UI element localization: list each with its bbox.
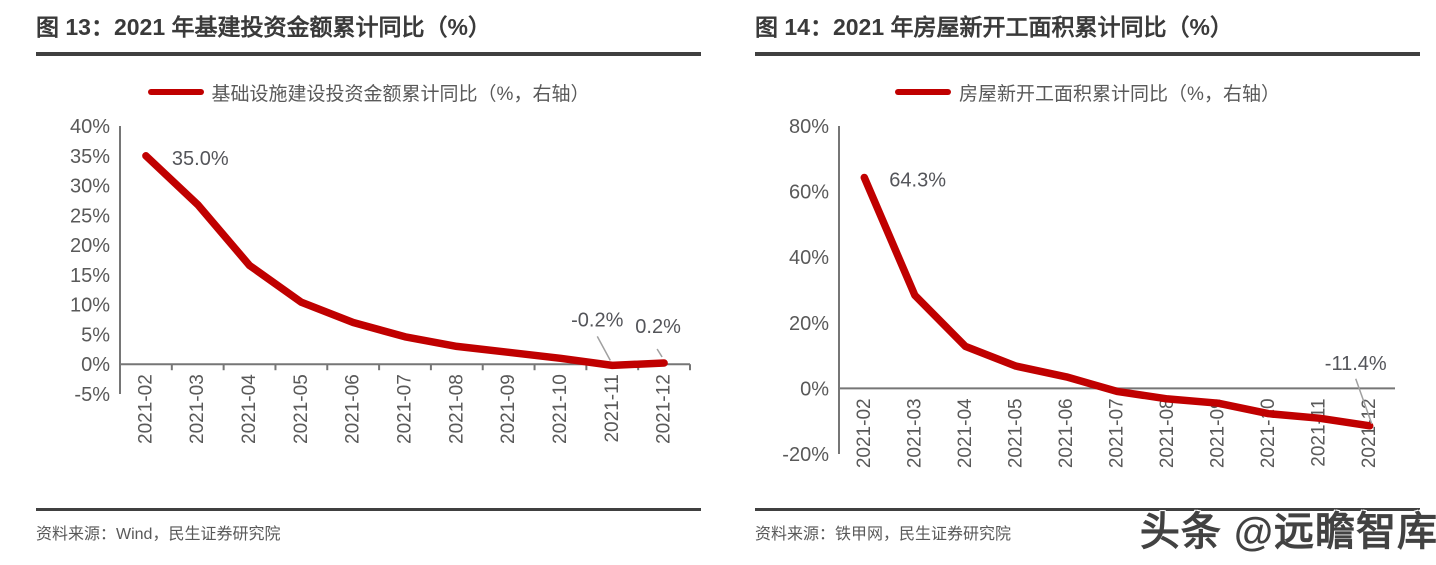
figure-13-source-rule — [36, 508, 701, 511]
y-axis-tick-label: 40% — [70, 116, 110, 138]
y-axis-tick-label: 35% — [70, 146, 110, 168]
figure-14-source: 资料来源：铁甲网，民生证券研究院 — [755, 526, 1012, 543]
y-axis-tick-label: 10% — [70, 295, 110, 317]
y-axis-tick-label: 30% — [70, 176, 110, 198]
y-axis-tick-label: 40% — [789, 247, 829, 269]
figure-14-title: 图 14：2021 年房屋新开工面积累计同比（%） — [755, 14, 1233, 40]
x-axis-tick-label: 2021-06 — [343, 374, 364, 444]
legend-line-swatch — [147, 89, 204, 95]
x-axis-tick-label: 2021-05 — [1005, 398, 1026, 468]
data-point-label: -11.4% — [1325, 353, 1387, 375]
figure-14-source-rule — [755, 508, 1420, 511]
legend-label: 基础设施建设投资金额累计同比（%，右轴） — [211, 83, 590, 105]
x-axis-tick-label: 2021-08 — [1157, 398, 1178, 468]
figure-13-source: 资料来源：Wind，民生证券研究院 — [36, 526, 281, 543]
series-line — [142, 152, 668, 370]
x-axis-tick-label: 2021-04 — [955, 398, 976, 468]
x-axis-tick-label: 2021-11 — [1309, 398, 1330, 466]
data-label-leader — [656, 348, 663, 358]
data-point-label: 64.3% — [889, 169, 946, 191]
figure-14-title-rule — [755, 52, 1420, 56]
figure-14-legend: 房屋新开工面积累计同比（%，右轴） — [755, 80, 1420, 105]
x-axis-tick-label: 2021-06 — [1056, 398, 1077, 468]
x-axis-tick-label: 2021-03 — [187, 374, 208, 444]
x-axis-tick-label: 2021-08 — [446, 374, 467, 444]
y-axis-tick-label: 20% — [789, 313, 829, 335]
x-axis-tick-label: 2021-11 — [602, 374, 623, 442]
figure-13-panel: 图 13：2021 年基建投资金额累计同比（%） 基础设施建设投资金额累计同比（… — [36, 12, 701, 544]
data-label-leader — [596, 336, 611, 361]
x-axis-tick-label: 2021-05 — [291, 374, 312, 444]
y-axis-tick-label: 25% — [70, 205, 110, 227]
y-axis-tick-label: 0% — [81, 354, 110, 376]
x-axis-tick-label: 2021-12 — [654, 374, 675, 444]
data-point-label: -0.2% — [571, 309, 623, 331]
x-axis-tick-label: 2021-09 — [1208, 398, 1229, 468]
series-line — [860, 173, 1374, 430]
legend-label: 房屋新开工面积累计同比（%，右轴） — [959, 83, 1280, 105]
y-axis-tick-label: 60% — [789, 182, 829, 204]
x-axis-tick-label: 2021-09 — [498, 374, 519, 444]
y-axis-tick-label: 5% — [81, 324, 110, 346]
data-label-leader — [1355, 378, 1373, 425]
x-axis-tick-label: 2021-07 — [1107, 398, 1128, 468]
toutiao-watermark: 头条 @远瞻智库 — [1139, 510, 1436, 554]
y-axis-tick-label: 80% — [789, 116, 829, 138]
data-point-label: 35.0% — [172, 148, 229, 170]
x-axis-tick-label: 2021-03 — [904, 398, 925, 468]
x-axis-tick-label: 2021-12 — [1359, 398, 1380, 468]
housing-starts-line-chart: 80% 60% 40% 20% 0% -20% 2021-02 2021-03 2021-04 2… — [782, 116, 1395, 468]
figure-13-title: 图 13：2021 年基建投资金额累计同比（%） — [36, 14, 491, 40]
y-axis-tick-label: 15% — [70, 265, 110, 287]
x-axis-tick-label: 2021-02 — [854, 398, 875, 468]
infrastructure-investment-line-chart: 40% 35% 30% 25% 20% 15% 10% 5% 0% -5% 2021-02 2021-… — [70, 116, 691, 444]
y-axis-tick-label: -20% — [782, 444, 829, 466]
y-axis-tick-label: 0% — [800, 378, 829, 400]
x-axis-tick-label: 2021-10 — [550, 374, 571, 444]
legend-line-swatch — [895, 89, 952, 95]
data-point-label: 0.2% — [635, 316, 681, 338]
x-axis-tick-label: 2021-02 — [135, 374, 156, 444]
x-axis-tick-label: 2021-07 — [395, 374, 416, 444]
x-axis-tick-label: 2021-04 — [239, 374, 260, 444]
y-axis-tick-label: -5% — [74, 384, 110, 406]
figure-14-panel: 图 14：2021 年房屋新开工面积累计同比（%） 房屋新开工面积累计同比（%，… — [755, 12, 1420, 544]
figure-13-title-rule — [36, 52, 701, 56]
figure-13-legend: 基础设施建设投资金额累计同比（%，右轴） — [36, 80, 701, 105]
figure-pair: 图 13：2021 年基建投资金额累计同比（%） 基础设施建设投资金额累计同比（… — [36, 12, 1420, 544]
y-axis-tick-label: 20% — [70, 235, 110, 257]
